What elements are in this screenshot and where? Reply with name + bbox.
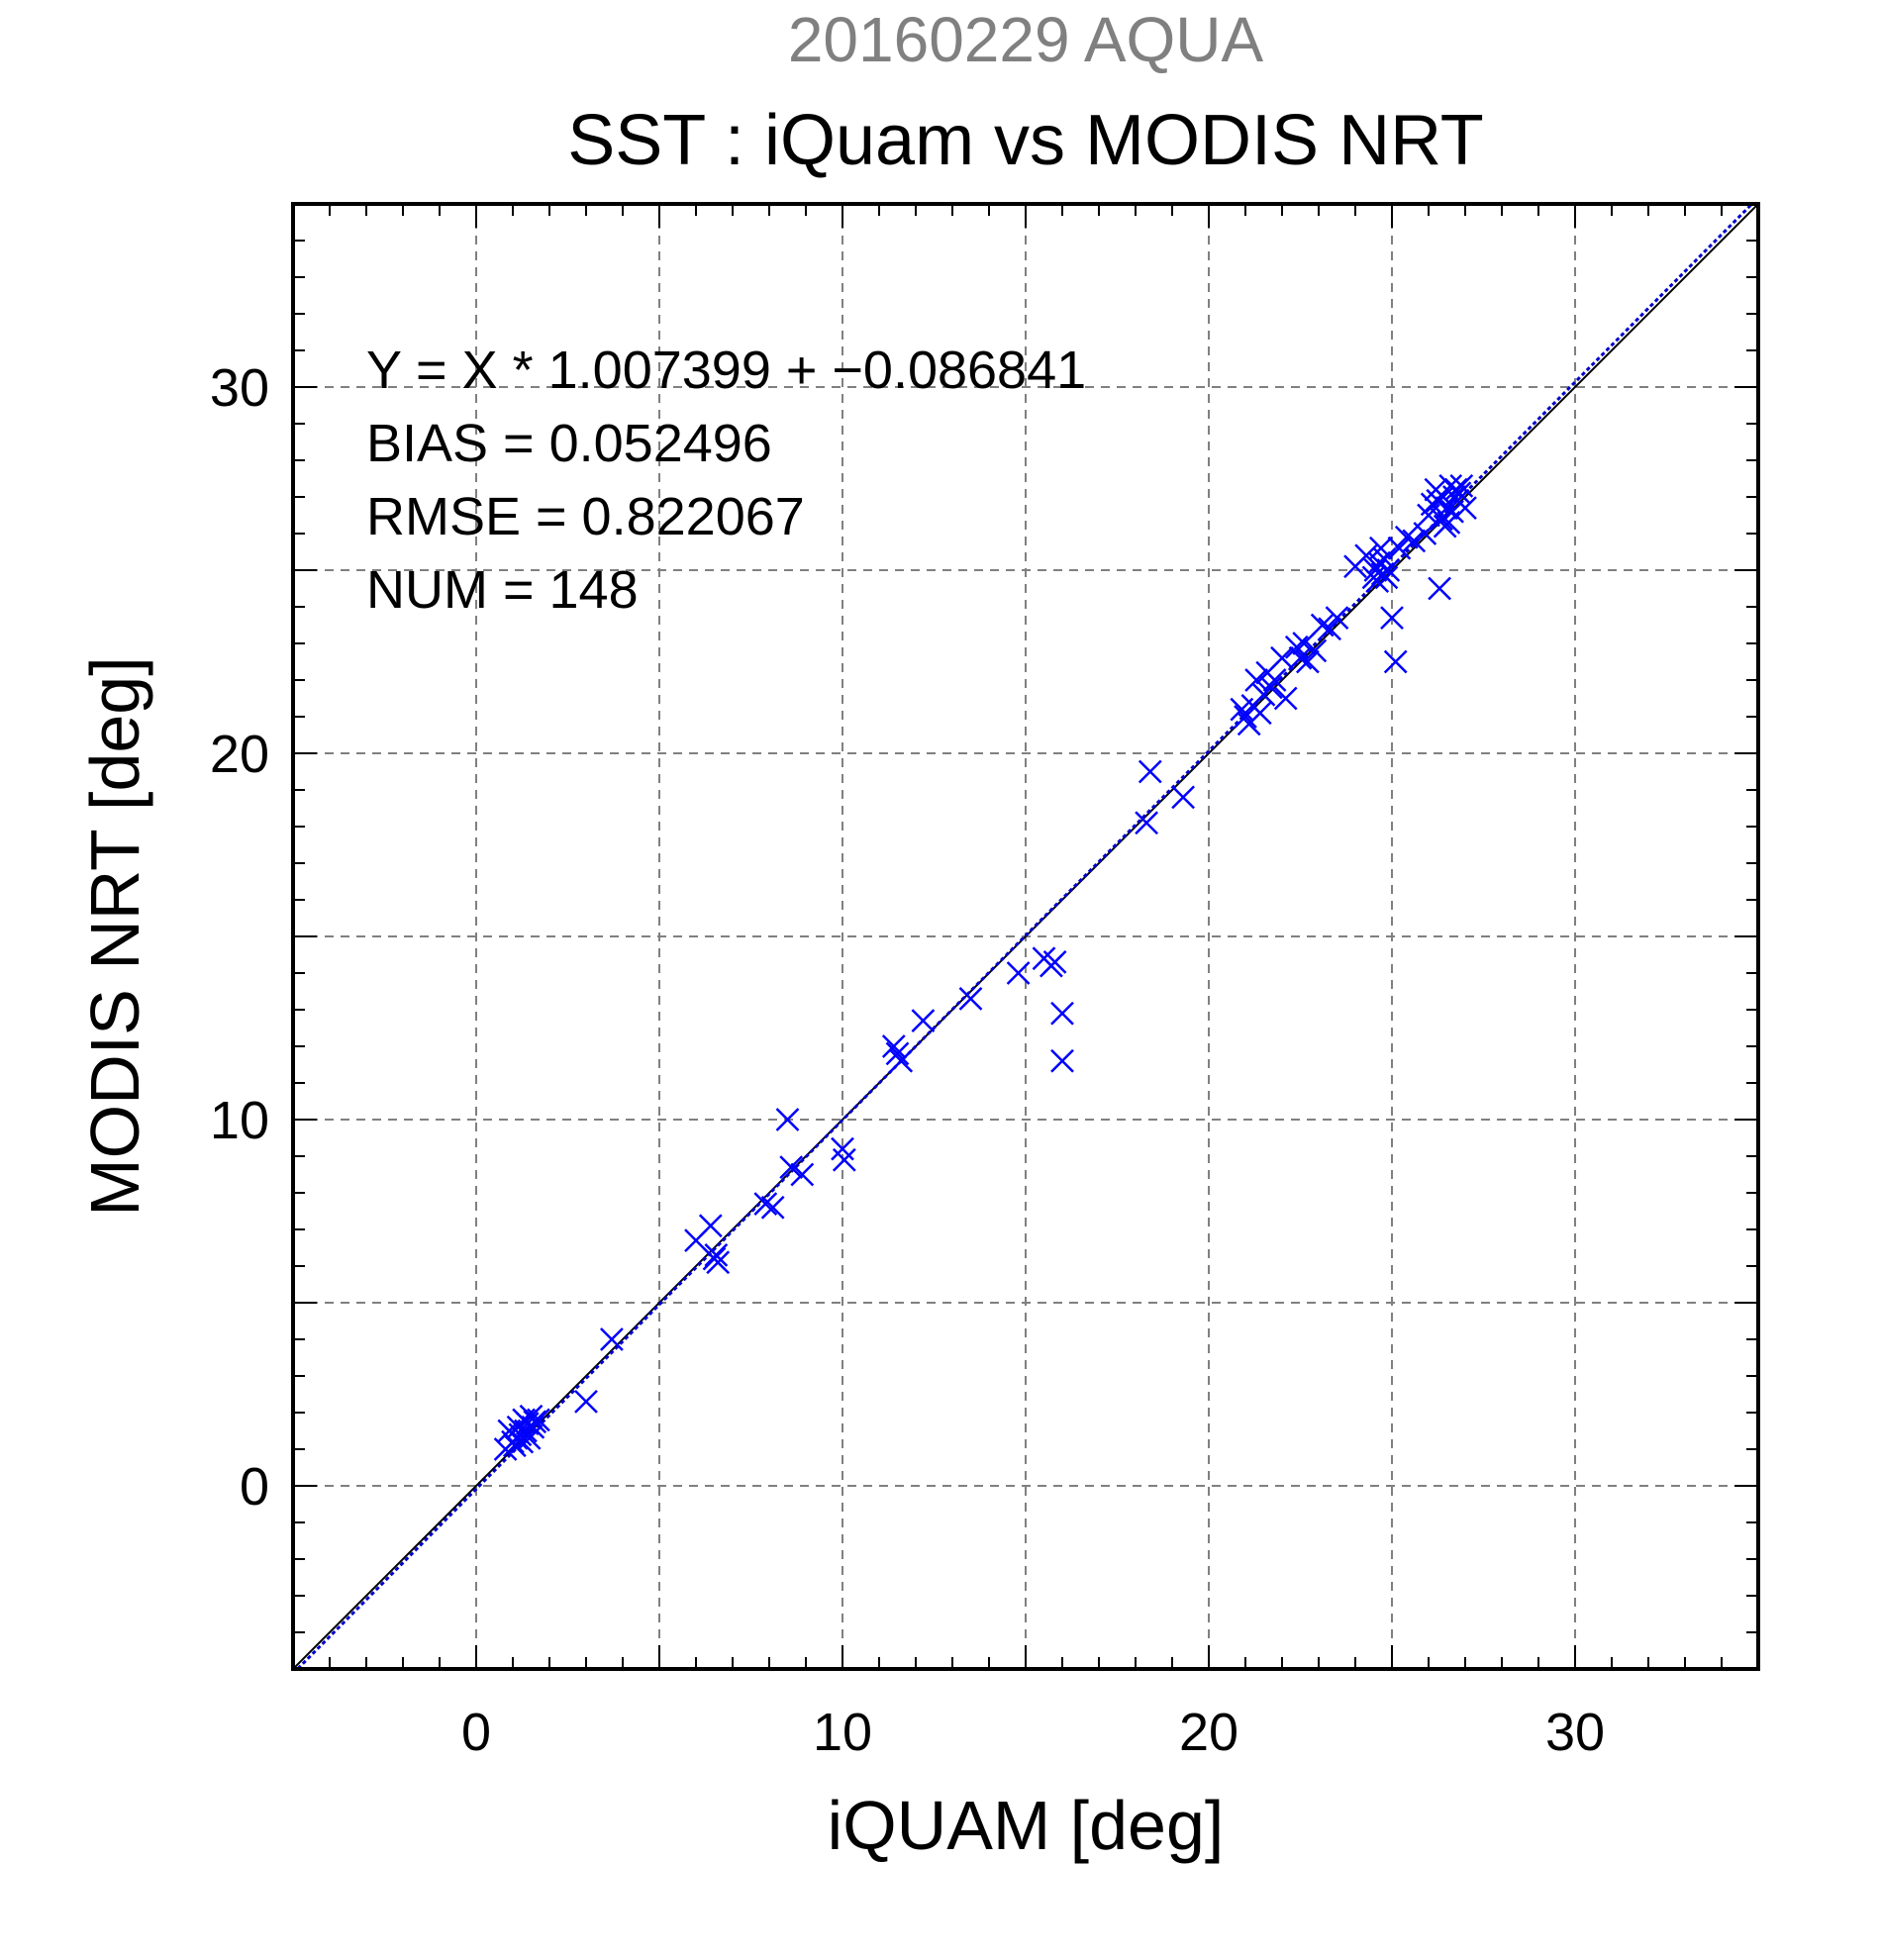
annotation-num: NUM = 148: [366, 560, 639, 620]
x-tick-label: 0: [461, 1703, 491, 1762]
data-point: [1318, 617, 1341, 641]
data-point: [1234, 705, 1257, 729]
data-point: [1383, 649, 1408, 674]
data-point: [1325, 606, 1349, 630]
data-point: [790, 1162, 815, 1187]
chart-title: SST : iQuam vs MODIS NRT: [567, 101, 1484, 180]
data-point: [706, 1250, 731, 1275]
y-tick-label: 10: [210, 1091, 269, 1150]
data-point: [885, 1041, 910, 1066]
data-point: [1447, 481, 1472, 506]
x-tick-label: 30: [1545, 1703, 1605, 1762]
data-point: [1006, 961, 1031, 985]
data-point: [1430, 507, 1453, 532]
data-point: [574, 1390, 598, 1414]
data-point: [760, 1195, 785, 1220]
data-point: [1138, 759, 1162, 784]
data-point: [1310, 613, 1335, 637]
regression-line: [295, 204, 1754, 1669]
data-point: [1413, 522, 1437, 545]
data-point: [1387, 536, 1412, 560]
data-point: [958, 987, 983, 1011]
data-point: [881, 1034, 906, 1058]
data-point: [1303, 638, 1328, 663]
data-point: [779, 1155, 804, 1179]
data-point: [1380, 606, 1404, 630]
data-point: [502, 1433, 527, 1458]
data-point: [911, 1009, 936, 1032]
data-point: [1449, 474, 1474, 498]
annotation-rmse: RMSE = 0.822067: [366, 487, 805, 546]
data-point: [1374, 565, 1399, 590]
data-point: [1270, 645, 1294, 670]
data-point: [1354, 543, 1378, 568]
y-tick-label: 20: [210, 725, 269, 784]
chart-supertitle: 20160229 AQUA: [788, 4, 1264, 75]
data-point: [1402, 529, 1427, 553]
data-point: [1042, 950, 1067, 974]
data-point: [1262, 668, 1287, 692]
data-point: [1376, 558, 1401, 582]
plot-frame: [291, 202, 1760, 1671]
annotation-regression: Y = X * 1.007399 + −0.086841: [366, 341, 1086, 400]
data-point: [1273, 686, 1298, 711]
data-point: [832, 1147, 856, 1172]
annotation-bias: BIAS = 0.052496: [366, 414, 772, 473]
data-points: [493, 474, 1477, 1461]
data-point: [1259, 675, 1283, 700]
data-point: [600, 1327, 624, 1351]
data-point: [1428, 576, 1451, 601]
data-point: [1420, 492, 1444, 517]
data-point: [753, 1192, 778, 1216]
tick-labels: 0 10 20 30 0 10 20 30: [210, 358, 1605, 1762]
data-point: [1292, 632, 1317, 655]
x-tick-label: 20: [1179, 1703, 1238, 1762]
grid-lines: [293, 204, 1758, 1669]
data-point: [1453, 496, 1477, 520]
y-axis-label: MODIS NRT [deg]: [76, 656, 153, 1216]
y-tick-label: 0: [240, 1457, 269, 1517]
data-point: [1394, 525, 1419, 549]
data-point: [527, 1408, 550, 1432]
data-point: [523, 1410, 547, 1434]
stats-annotations: Y = X * 1.007399 + −0.086841 BIAS = 0.05…: [366, 341, 1086, 620]
y-tick-label: 30: [210, 358, 269, 418]
data-point: [1244, 668, 1268, 692]
data-point: [889, 1048, 914, 1073]
data-point: [1247, 701, 1272, 726]
data-point: [698, 1214, 723, 1238]
data-point: [1135, 811, 1158, 835]
data-point: [775, 1108, 800, 1131]
data-point: [1296, 649, 1320, 674]
data-point: [1050, 1048, 1074, 1073]
data-point: [704, 1243, 729, 1267]
data-point: [1171, 785, 1195, 810]
x-tick-label: 10: [813, 1703, 872, 1762]
data-point: [1288, 645, 1313, 670]
x-axis-label: iQUAM [deg]: [828, 1787, 1225, 1864]
data-point: [1050, 1001, 1074, 1026]
